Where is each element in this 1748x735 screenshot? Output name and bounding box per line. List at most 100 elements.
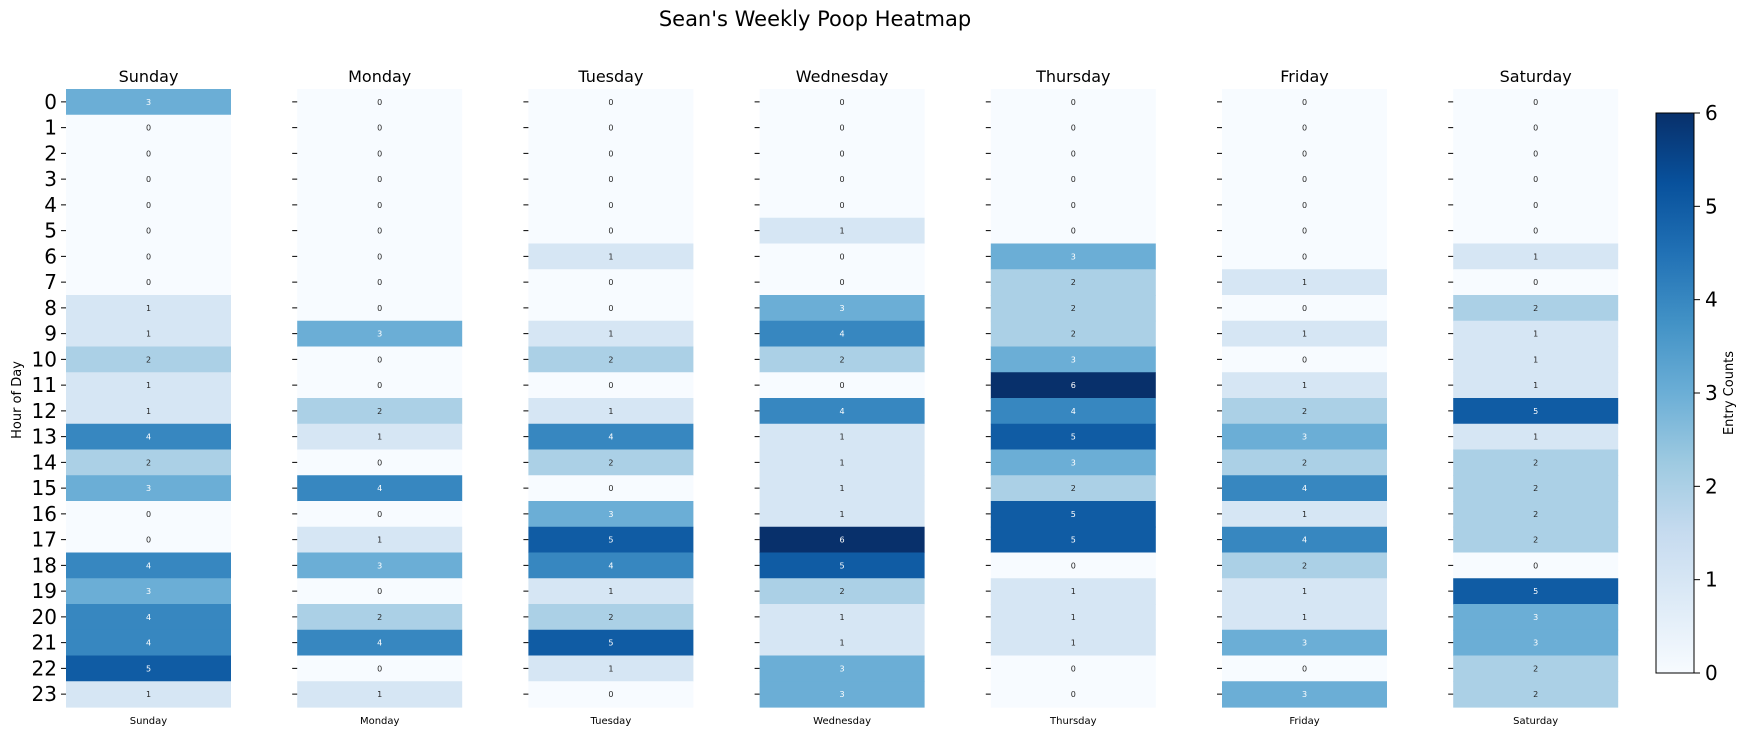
- cell-value-label: 0: [377, 201, 382, 210]
- heatmap-cell: [528, 398, 694, 425]
- cell-value-label: 0: [840, 278, 845, 287]
- cell-value-label: 0: [840, 98, 845, 107]
- cell-value-label: 0: [377, 175, 382, 184]
- cell-value-label: 1: [608, 252, 613, 261]
- panel-saturday: Saturday Saturday 0 0 0 0 0 0 1 0 2 1 1 1 5 1 2 2 2 2 0 5 3 3 2 2: [1448, 67, 1619, 727]
- heatmap-cell: [1222, 604, 1387, 631]
- cell-value-label: 0: [1533, 149, 1538, 158]
- cell-value-label: 2: [608, 355, 613, 364]
- heatmap-cell: [66, 217, 231, 245]
- panel-title: Sunday: [119, 67, 179, 86]
- cell-value-label: 0: [377, 510, 382, 519]
- panel-title: Saturday: [1500, 67, 1572, 86]
- cell-value-label: 6: [840, 536, 845, 545]
- heatmap-cell: [528, 552, 694, 579]
- heatmap-cell: [528, 501, 694, 528]
- cell-value-label: 0: [377, 124, 382, 133]
- panel-tuesday: Tuesday Tuesday 0 0 0 0 0 0 1 0 0 1 2 0 1 4 2 0 3 5 4 1 2 5 1 0: [523, 67, 694, 727]
- heatmap-cell: [759, 629, 925, 657]
- heatmap-cell: [1222, 629, 1387, 657]
- heatmap-cell: [1453, 501, 1619, 528]
- cell-value-label: 0: [1533, 175, 1538, 184]
- heatmap-cell: [297, 320, 463, 348]
- heatmap-cell: [1453, 449, 1619, 476]
- heatmap-cell: [528, 604, 694, 631]
- cell-value-label: 3: [1071, 252, 1076, 261]
- heatmap-cell: [759, 423, 925, 451]
- heatmap-cell: [528, 423, 694, 451]
- heatmap-cell: [297, 140, 463, 167]
- heatmap-cell: [759, 217, 925, 245]
- heatmap-cell: [297, 552, 463, 579]
- cell-value-label: 1: [840, 613, 845, 622]
- cell-value-label: 2: [840, 355, 845, 364]
- heatmap-cell: [297, 372, 463, 399]
- cell-value-label: 1: [608, 330, 613, 339]
- heatmap-cell: [297, 346, 463, 373]
- heatmap-cell: [1453, 140, 1619, 167]
- cell-value-label: 2: [377, 407, 382, 416]
- cell-value-label: 0: [840, 149, 845, 158]
- heatmap-cell: [66, 89, 231, 116]
- heatmap-cell: [528, 681, 694, 708]
- panel-wednesday: Wednesday Wednesday 0 0 0 0 0 1 0 0 3 4 2 0 4 1 1 1 1 6 5 2 1 1…: [754, 67, 925, 727]
- heatmap-cell: [990, 629, 1156, 657]
- heatmap-cell: [528, 578, 694, 605]
- cell-value-label: 2: [1071, 330, 1076, 339]
- cell-value-label: 3: [1071, 355, 1076, 364]
- heatmap-cell: [297, 114, 463, 142]
- cell-value-label: 3: [840, 690, 845, 699]
- cell-value-label: 6: [1071, 381, 1076, 390]
- heatmap-cell: [990, 89, 1156, 116]
- heatmap-cell: [66, 320, 231, 348]
- cell-value-label: 1: [1071, 587, 1076, 596]
- cell-value-label: 4: [377, 484, 382, 493]
- y-tick-label: 10: [32, 347, 57, 371]
- heatmap-cell: [1222, 475, 1387, 502]
- cell-value-label: 3: [377, 561, 382, 570]
- heatmap-cell: [528, 166, 694, 193]
- heatmap-cell: [990, 269, 1156, 296]
- heatmap-cell: [1222, 89, 1387, 116]
- heatmap-cell: [759, 192, 925, 219]
- cell-value-label: 4: [146, 433, 151, 442]
- heatmap-cell: [1222, 269, 1387, 296]
- colorbar-tick-label: 1: [1705, 568, 1718, 592]
- cell-value-label: 5: [1071, 433, 1076, 442]
- x-tick-label: Wednesday: [813, 716, 871, 727]
- colorbar-ticks: 0 1 2 3 4 5 6: [1694, 101, 1718, 685]
- cell-value-label: 0: [1071, 664, 1076, 673]
- x-tick-label: Monday: [360, 716, 400, 727]
- cell-value-label: 0: [608, 98, 613, 107]
- heatmap-cell: [528, 114, 694, 142]
- heatmap-cell: [990, 398, 1156, 425]
- heatmap-cell: [528, 526, 694, 554]
- cell-value-label: 2: [1533, 536, 1538, 545]
- heatmap-cell: [528, 89, 694, 116]
- x-tick-label: Saturday: [1513, 716, 1558, 727]
- colorbar-label: Entry Counts: [1722, 351, 1737, 435]
- cell-value-label: 0: [146, 175, 151, 184]
- cell-value-label: 0: [1302, 355, 1307, 364]
- heatmap-cell: [759, 320, 925, 348]
- cell-value-label: 0: [377, 278, 382, 287]
- cell-value-label: 3: [146, 587, 151, 596]
- heatmap-cell: [297, 655, 463, 682]
- heatmap-cell: [990, 475, 1156, 502]
- cell-value-label: 0: [608, 278, 613, 287]
- cell-value-label: 0: [1302, 227, 1307, 236]
- colorbar-tick-label: 0: [1705, 661, 1718, 685]
- y-tick-label: 3: [44, 167, 57, 191]
- heatmap-cell: [1453, 578, 1619, 605]
- cell-value-label: 0: [1071, 561, 1076, 570]
- cell-value-label: 2: [1533, 484, 1538, 493]
- heatmap-cell: [759, 346, 925, 373]
- colorbar-tick-label: 5: [1705, 194, 1718, 218]
- cell-value-label: 0: [1302, 149, 1307, 158]
- cell-value-label: 4: [377, 639, 382, 648]
- cell-value-label: 0: [840, 124, 845, 133]
- cell-value-label: 1: [608, 407, 613, 416]
- cell-value-label: 5: [608, 639, 613, 648]
- cell-value-label: 1: [377, 433, 382, 442]
- cell-value-label: 1: [608, 587, 613, 596]
